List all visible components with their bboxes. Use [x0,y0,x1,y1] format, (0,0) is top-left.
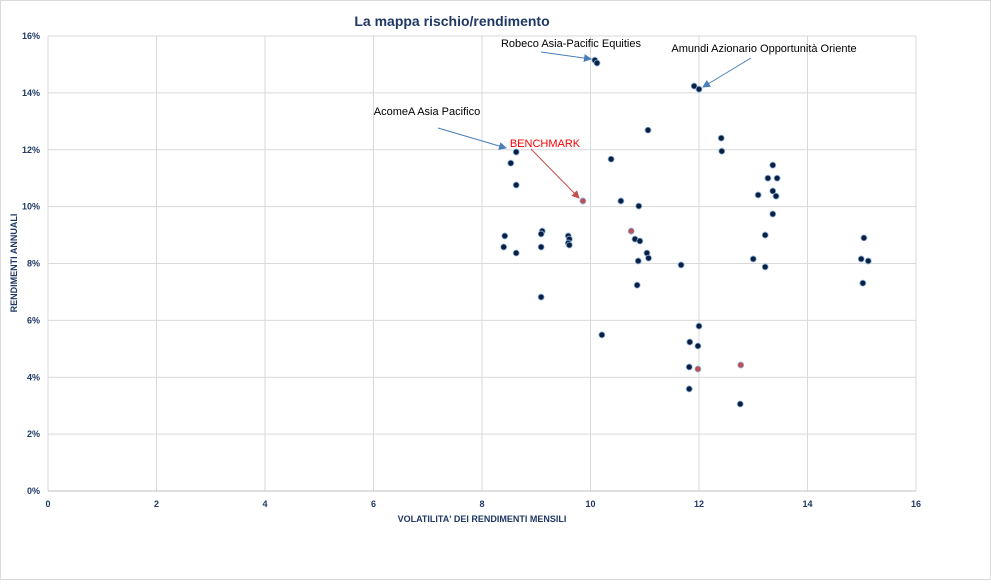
fund-point [537,243,545,251]
tick-labels: 0 2 4 6 8 10 12 14 16 0% 2% 4% 6% 8% 10% 12% 14% 16% [22,31,921,509]
fund-point [764,174,772,182]
fund-point [607,155,615,163]
fund-point [634,257,642,265]
fund-point [677,261,685,269]
highlight-point [627,227,635,235]
fund-point [761,231,769,239]
y-tick-label: 4% [27,372,40,382]
y-tick-label: 0% [27,486,40,496]
fund-point [512,181,520,189]
fund-point [864,257,872,265]
x-tick-label: 6 [371,499,376,509]
fund-point [694,342,702,350]
fund-point [644,126,652,134]
y-tick-label: 2% [27,429,40,439]
fund-point [860,234,868,242]
fund-point [695,85,703,93]
fund-point [501,232,509,240]
x-tick-label: 10 [585,499,595,509]
fund-point [769,161,777,169]
y-tick-label: 12% [22,145,40,155]
annotation-arrow [437,127,507,150]
fund-point [736,400,744,408]
fund-point [769,210,777,218]
chart-title: La mappa rischio/rendimento [354,13,549,29]
fund-point [565,241,573,249]
fund-point [635,202,643,210]
benchmark-label: BENCHMARK [510,138,581,150]
fund-point [500,243,508,251]
fund-point [773,174,781,182]
x-tick-label: 8 [479,499,484,509]
fund-point [857,255,865,263]
fund-point [512,249,520,257]
annotation-arrow [530,148,580,199]
x-tick-label: 0 [45,499,50,509]
fund-annotation-label: AcomeA Asia Pacifico [374,106,480,118]
fund-point [645,254,652,262]
y-axis-label: RENDIMENTI ANNUALI [9,214,19,313]
x-axis-label: VOLATILITA' DEI RENDIMENTI MENSILI [398,514,567,524]
y-tick-label: 8% [27,259,40,269]
fund-point [507,159,515,167]
fund-point [636,237,644,245]
data-points [500,56,872,408]
fund-annotation-label: Robeco Asia-Pacific Equities [501,38,642,50]
highlight-point [579,197,587,205]
x-tick-label: 14 [802,499,812,509]
x-tick-label: 12 [694,499,704,509]
x-tick-label: 16 [911,499,921,509]
fund-point [686,338,694,346]
grid [47,35,917,492]
y-tick-label: 6% [27,315,40,325]
fund-annotation-label: Amundi Azionario Opportunità Oriente [671,43,856,55]
fund-point [754,191,762,199]
x-tick-label: 2 [154,499,159,509]
fund-point [598,331,606,339]
fund-point [859,279,867,287]
fund-point [769,187,777,195]
fund-point [690,82,698,90]
highlight-point [694,365,702,373]
fund-point [593,59,601,67]
fund-point [761,263,769,271]
fund-point [685,363,693,371]
fund-point [537,230,545,238]
fund-point [537,293,545,301]
fund-point [512,148,520,156]
fund-point [633,281,641,289]
x-tick-label: 4 [262,499,267,509]
annotations: Robeco Asia-Pacific Equities Amundi Azion… [374,38,857,199]
annotation-arrow [702,57,752,88]
fund-point [749,255,757,263]
y-tick-label: 10% [22,202,40,212]
fund-point [772,192,780,200]
y-tick-label: 16% [22,31,40,41]
fund-point [718,147,726,155]
annotation-arrow [540,51,592,62]
fund-point [685,385,693,393]
y-tick-label: 14% [22,88,40,98]
highlight-point [737,361,745,369]
fund-point [617,197,625,205]
fund-point [717,134,725,142]
fund-point [695,322,703,330]
